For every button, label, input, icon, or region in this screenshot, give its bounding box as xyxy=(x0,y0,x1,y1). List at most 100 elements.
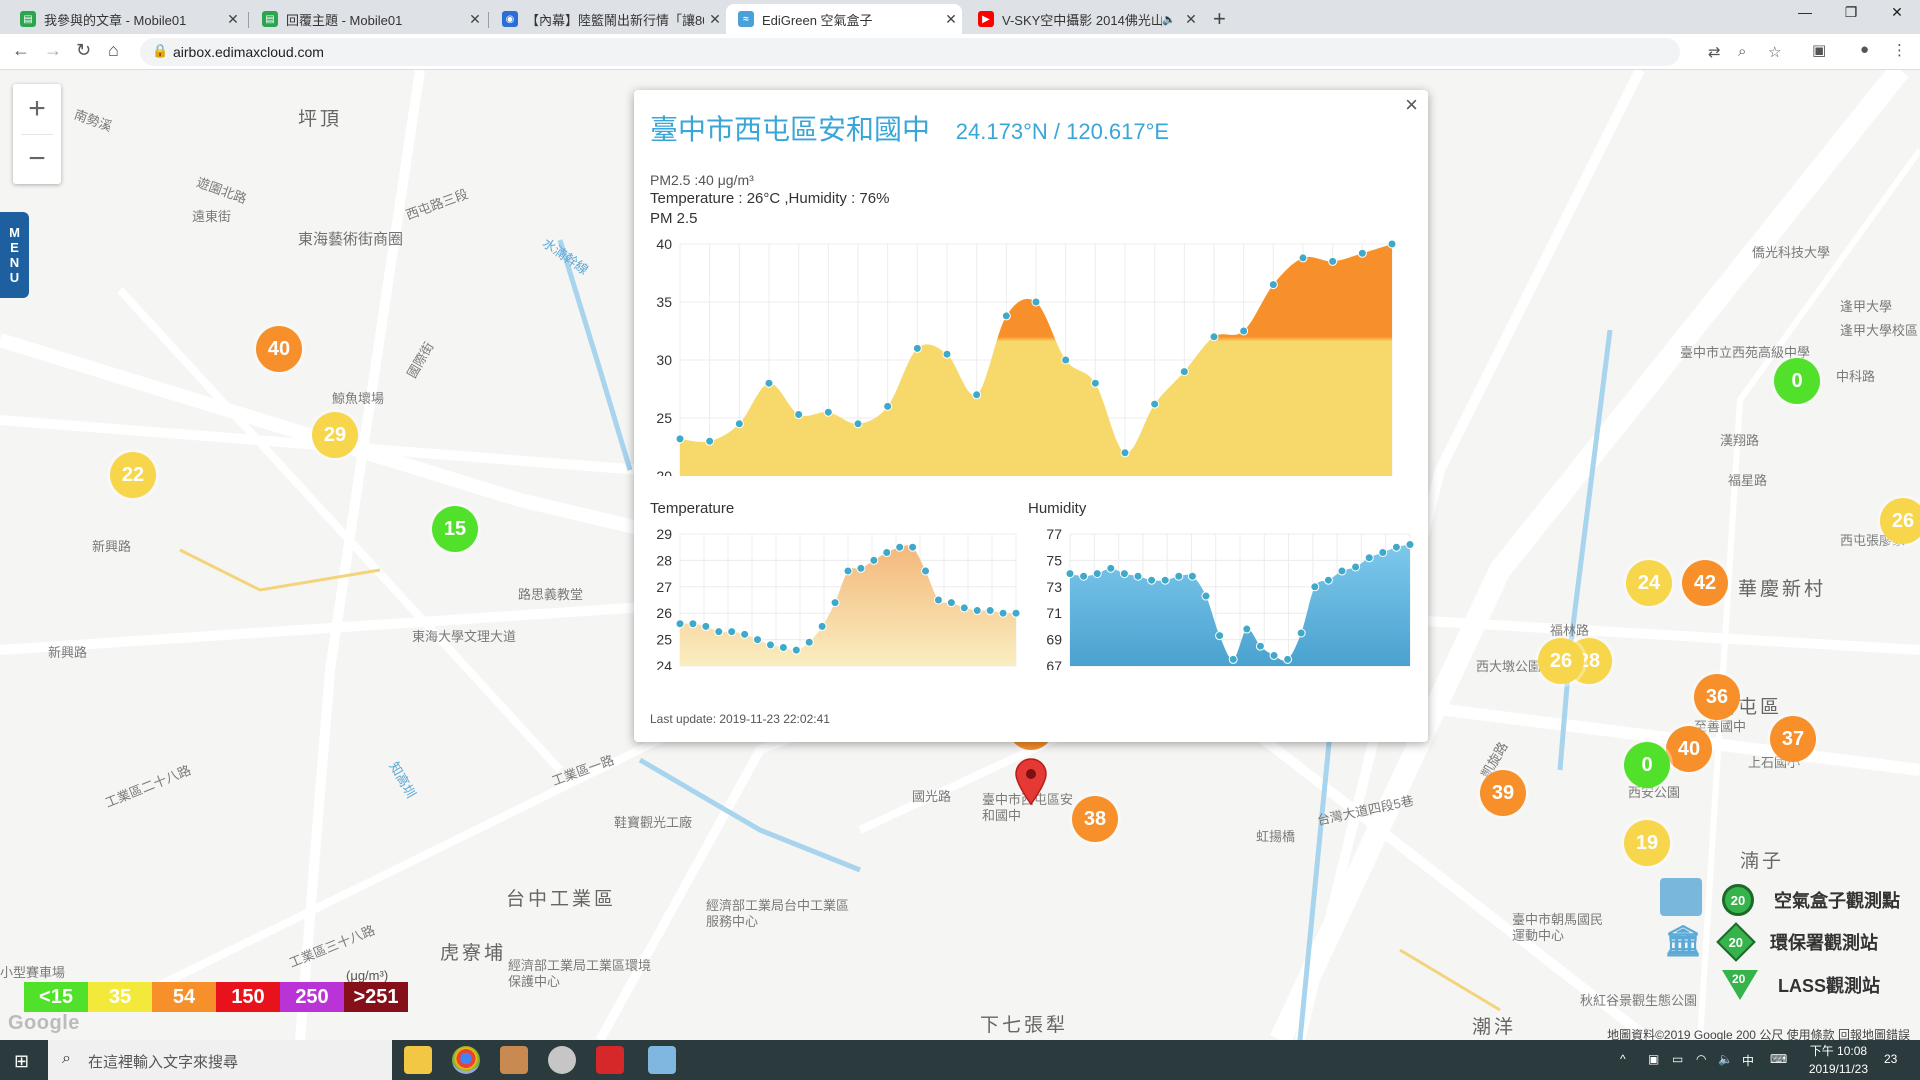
airbox-marker[interactable]: 29 xyxy=(312,412,358,458)
temperature-chart: 24 25 26 27 28 29 xyxy=(656,526,1021,670)
location-pin-icon[interactable] xyxy=(1014,758,1048,806)
y-tick-label: 35 xyxy=(656,294,672,310)
site-name: 臺中市西屯區安和國中 xyxy=(650,114,931,145)
tab-edigreen[interactable]: ≈ EdiGreen 空氣盒子 ✕ xyxy=(726,4,962,34)
app-icon[interactable] xyxy=(648,1046,676,1074)
star-icon[interactable]: ☆ xyxy=(1768,44,1782,61)
tab-mobile01-articles[interactable]: ▤ 我參與的文章 - Mobile01 ✕ xyxy=(8,4,244,34)
airbox-marker[interactable]: 42 xyxy=(1682,560,1728,606)
legend-epa: 🏛 20 環保署觀測站 xyxy=(1660,922,1878,962)
restore-button[interactable]: ❐ xyxy=(1844,4,1858,20)
airbox-marker[interactable]: 19 xyxy=(1624,820,1670,866)
data-point xyxy=(791,645,801,655)
tab-mobile01-reply[interactable]: ▤ 回覆主題 - Mobile01 ✕ xyxy=(250,4,486,34)
map-label: 遠東街 xyxy=(192,209,232,224)
new-tab-button[interactable]: + xyxy=(1213,6,1226,31)
reload-icon[interactable]: ↻ xyxy=(76,40,92,60)
airbox-marker[interactable]: 0 xyxy=(1774,358,1820,404)
map-label: 新興路 xyxy=(48,645,88,660)
map-label: 鞋寶觀光工廠 xyxy=(614,815,693,830)
data-point xyxy=(1147,575,1157,585)
pm-chart-title: PM 2.5 xyxy=(650,210,698,227)
map-label: 國光路 xyxy=(912,789,952,804)
volume-icon[interactable]: 🔈 xyxy=(1718,1052,1733,1066)
map-label: 鯨魚壞場 xyxy=(332,391,385,406)
close-icon[interactable]: ✕ xyxy=(227,10,239,27)
extension-icon[interactable]: ▣ xyxy=(1812,42,1827,59)
tab-news[interactable]: ◉ 【內幕】陸籃鬧出新行情「讓80后」 ✕ xyxy=(490,4,726,34)
legend-value: 20 xyxy=(1728,934,1744,950)
profile-icon[interactable]: ● xyxy=(1860,41,1870,58)
address-bar[interactable]: 🔒 airbox.edimaxcloud.com ⇄ ⌕ ☆ xyxy=(140,38,1781,66)
data-point xyxy=(804,637,814,647)
close-window-button[interactable]: ✕ xyxy=(1891,4,1903,20)
tab-title: 我參與的文章 - Mobile01 xyxy=(44,12,187,28)
forward-icon[interactable]: → xyxy=(44,40,62,60)
ime-indicator[interactable]: 中 xyxy=(1742,1054,1755,1068)
airbox-marker[interactable]: 37 xyxy=(1770,716,1816,762)
tab-title: 回覆主題 - Mobile01 xyxy=(286,12,403,28)
tab-divider xyxy=(248,12,249,28)
taskbar-clock[interactable]: 下午 10:08 2019/11/23 xyxy=(1809,1042,1868,1078)
google-logo: Google xyxy=(8,1012,80,1034)
close-icon[interactable]: ✕ xyxy=(1185,10,1197,27)
clock-date: 2019/11/23 xyxy=(1808,1062,1868,1076)
building-icon: 🏛 xyxy=(1664,925,1703,958)
minimize-button[interactable]: — xyxy=(1798,4,1812,20)
tray-app-icon[interactable]: ▣ xyxy=(1648,1052,1660,1066)
taskbar-search[interactable]: ⌕ 在這裡輸入文字來搜尋 xyxy=(48,1040,392,1080)
tab-title: 【內幕】陸籃鬧出新行情「讓80后」 xyxy=(526,12,704,28)
map-label: 福林路 xyxy=(1550,623,1590,638)
airbox-marker[interactable]: 22 xyxy=(110,452,156,498)
speaker-icon[interactable]: 🔈 xyxy=(1162,13,1176,26)
translate-icon[interactable]: ⇄ xyxy=(1708,44,1721,61)
map-attribution[interactable]: 地圖資料©2019 Google 200 公尺 使用條款 回報地圖錯誤 xyxy=(1607,1028,1910,1040)
data-point xyxy=(1364,553,1374,563)
home-icon[interactable]: ⌂ xyxy=(108,40,119,60)
airbox-marker[interactable]: 39 xyxy=(1480,770,1526,816)
app-icon[interactable] xyxy=(500,1046,528,1074)
tab-youtube[interactable]: ▶ V-SKY空中攝影 2014佛光山 🔈 ✕ xyxy=(966,4,1202,34)
data-point xyxy=(1351,562,1361,572)
y-tick-label: 75 xyxy=(1046,552,1062,568)
close-icon[interactable]: ✕ xyxy=(469,10,481,27)
airbox-marker[interactable]: 26 xyxy=(1538,638,1584,684)
airbox-marker[interactable]: 40 xyxy=(1666,726,1712,772)
data-point xyxy=(1378,547,1388,557)
map-canvas[interactable]: 南勢溪 坪頂 遊園北路 遠東街 東海藝術街商圈 西屯路三段 水湳幹線 鯨魚壞場 … xyxy=(0,70,1920,1040)
scale-box: 250 xyxy=(280,982,344,1012)
y-tick-label: 25 xyxy=(656,410,672,426)
airbox-marker[interactable]: 40 xyxy=(256,326,302,372)
airbox-marker[interactable]: 0 xyxy=(1624,742,1670,788)
keyboard-icon[interactable]: ⌨ xyxy=(1770,1052,1788,1066)
close-icon[interactable]: ✕ xyxy=(945,10,957,27)
zoom-icon[interactable]: ⌕ xyxy=(1738,43,1747,60)
back-icon[interactable]: ← xyxy=(12,40,30,60)
app-icon[interactable] xyxy=(548,1046,576,1074)
wifi-icon[interactable]: ◠ xyxy=(1696,1052,1707,1066)
menu-dots-icon[interactable]: ⋮ xyxy=(1892,42,1907,59)
notification-icon[interactable]: 23 xyxy=(1884,1052,1897,1066)
data-point xyxy=(740,629,750,639)
data-point xyxy=(856,563,866,573)
map-label: 西安公園 xyxy=(1628,785,1681,800)
close-popup-button[interactable]: × xyxy=(1405,92,1418,117)
airbox-marker[interactable]: 24 xyxy=(1626,560,1672,606)
data-point xyxy=(1310,582,1320,592)
tray-arrow-icon[interactable]: ^ xyxy=(1620,1052,1626,1066)
airbox-marker[interactable]: 38 xyxy=(1072,796,1118,842)
battery-icon[interactable]: ▭ xyxy=(1672,1052,1684,1066)
zoom-in-button[interactable]: + xyxy=(28,92,46,125)
map-label: 中科路 xyxy=(1836,369,1876,384)
chrome-icon[interactable] xyxy=(452,1046,480,1074)
file-explorer-icon[interactable] xyxy=(404,1046,432,1074)
windows-start-icon[interactable]: ⊞ xyxy=(14,1051,30,1071)
data-point xyxy=(1133,571,1143,581)
zoom-out-button[interactable]: − xyxy=(28,142,46,175)
app-icon[interactable] xyxy=(596,1046,624,1074)
airbox-marker[interactable]: 15 xyxy=(432,506,478,552)
close-icon[interactable]: ✕ xyxy=(709,10,721,27)
airbox-marker[interactable]: 26 xyxy=(1880,498,1920,544)
airbox-marker[interactable]: 36 xyxy=(1694,674,1740,720)
